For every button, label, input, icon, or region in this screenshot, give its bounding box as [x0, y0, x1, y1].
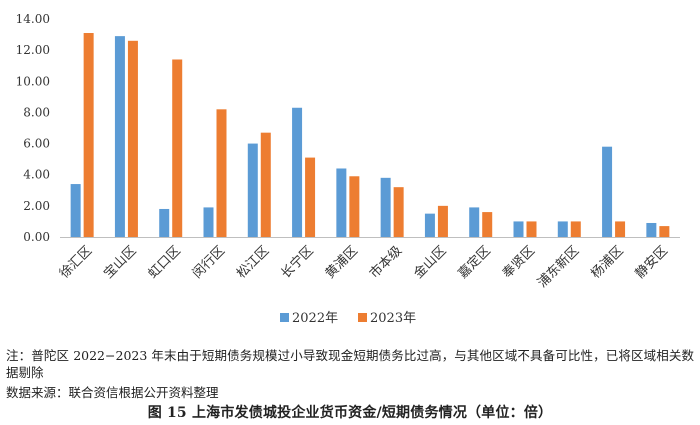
- y-axis: 0.00 2.00 4.00 6.00 8.00 10.00 12.00 14.00: [16, 12, 50, 244]
- bar-chart: 0.00 2.00 4.00 6.00 8.00 10.00 12.00 14.00 徐汇区宝…: [16, 12, 680, 326]
- x-tick-label: 黄浦区: [323, 243, 361, 281]
- bar-series2: [216, 109, 227, 237]
- x-tick-label: 杨浦区: [588, 243, 626, 281]
- bar-series2: [570, 221, 581, 237]
- legend-swatch: [358, 313, 367, 322]
- bar-series2: [615, 221, 626, 237]
- bar-series2: [260, 132, 271, 237]
- y-tick-label: 4.00: [23, 168, 50, 182]
- bar-series2: [482, 212, 493, 237]
- bar-series1: [247, 143, 258, 237]
- bar-series2: [172, 59, 183, 237]
- bar-series1: [70, 184, 81, 237]
- legend-label: 2022年: [292, 311, 338, 326]
- y-tick-label: 8.00: [23, 105, 50, 119]
- x-tick-label: 长宁区: [278, 243, 317, 282]
- bar-series2: [526, 221, 537, 237]
- x-tick-label: 浦东新区: [534, 243, 582, 291]
- y-tick-label: 0.00: [23, 230, 50, 244]
- bar-series1: [557, 221, 568, 237]
- y-tick-label: 10.00: [16, 74, 50, 88]
- y-tick-label: 14.00: [16, 12, 50, 26]
- y-tick-label: 6.00: [23, 137, 50, 151]
- bar-series2: [437, 205, 448, 237]
- bar-series2: [393, 187, 404, 237]
- x-tick-label: 虹口区: [146, 243, 184, 281]
- bar-series1: [424, 213, 435, 237]
- bar-series1: [203, 207, 214, 237]
- bar-series1: [114, 36, 125, 237]
- data-source: 数据来源：联合资信根据公开资料整理: [6, 385, 219, 400]
- x-tick-label: 市本级: [366, 243, 405, 282]
- bar-series2: [83, 33, 94, 238]
- bar-series2: [659, 226, 670, 237]
- x-tick-label: 奉贤区: [500, 243, 538, 281]
- x-tick-label: 静安区: [633, 243, 671, 281]
- bar-series2: [349, 176, 360, 237]
- bar-series1: [646, 222, 657, 237]
- y-tick-label: 2.00: [23, 199, 50, 213]
- x-tick-label: 闵行区: [190, 243, 228, 281]
- chart-note: 注：普陀区 2022−2023 年末由于短期债务规模过小导致现金短期债务比过高，…: [6, 348, 694, 380]
- bar-series1: [602, 146, 613, 237]
- bar-series2: [305, 157, 316, 237]
- bar-series2: [127, 40, 138, 237]
- y-tick-label: 12.00: [16, 43, 50, 57]
- bar-series1: [469, 207, 480, 237]
- x-tick-label: 徐汇区: [57, 243, 95, 281]
- bar-series1: [380, 177, 391, 237]
- bar-series1: [292, 107, 303, 237]
- x-tick-label: 金山区: [411, 243, 450, 282]
- legend: 2022年 2023年: [280, 311, 416, 326]
- x-tick-label: 嘉定区: [456, 243, 494, 281]
- bar-series1: [513, 221, 524, 237]
- legend-label: 2023年: [370, 311, 416, 326]
- x-tick-label: 松江区: [234, 243, 272, 281]
- bar-series1: [159, 208, 170, 237]
- bar-series1: [336, 168, 347, 237]
- figure-title: 图 15 上海市发债城投企业货币资金/短期债务情况（单位：倍）: [147, 405, 553, 421]
- legend-swatch: [280, 313, 289, 322]
- x-tick-label: 宝山区: [101, 243, 139, 281]
- bars: [70, 33, 670, 238]
